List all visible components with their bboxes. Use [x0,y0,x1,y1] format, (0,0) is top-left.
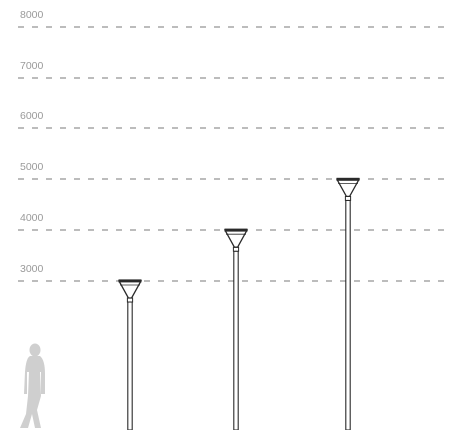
tick-label-6000: 6000 [20,110,44,122]
tick-label-5000: 5000 [20,161,44,173]
street-light-poles [117,177,361,430]
tick-label-4000: 4000 [20,212,44,224]
pole-shaft [345,199,351,430]
height-gridlines [18,26,451,282]
tick-label-3000: 3000 [20,263,44,275]
person-silhouette-icon [20,343,45,428]
pole-5000 [335,177,361,430]
pole-shaft [127,301,133,430]
lamp-rim [224,228,248,232]
height-tick-labels: 8000 7000 6000 5000 4000 3000 [20,9,44,275]
pole-4000 [223,228,249,430]
tick-label-7000: 7000 [20,60,44,72]
lamp-rim [118,279,142,283]
pole-shaft [233,250,239,430]
pole-3000 [117,279,143,430]
lamp-rim [336,177,360,181]
tick-label-8000: 8000 [20,9,44,21]
lamp-head [117,280,143,299]
lamp-head [335,178,361,198]
lamp-head [223,229,249,248]
